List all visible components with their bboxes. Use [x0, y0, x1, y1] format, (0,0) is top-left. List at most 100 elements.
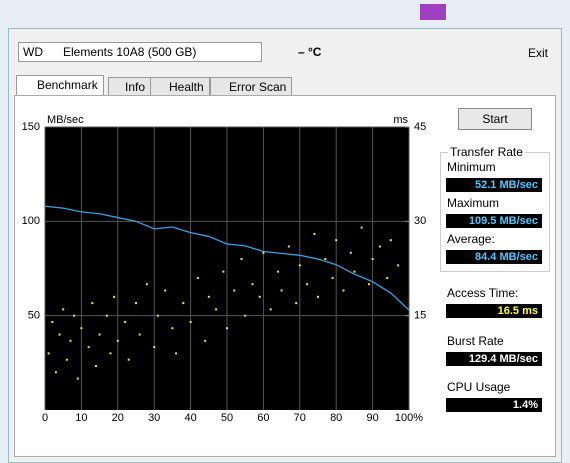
access-point	[306, 283, 309, 286]
x-tick-label: 10	[75, 412, 87, 424]
access-point	[153, 346, 156, 349]
access-point	[335, 239, 338, 242]
access-point	[349, 251, 352, 254]
access-point	[233, 289, 236, 292]
access-point	[124, 320, 127, 323]
access-point	[258, 295, 261, 298]
access-point	[269, 308, 272, 311]
access-point	[204, 339, 207, 342]
y-tick-label: 50	[28, 310, 40, 322]
y2-tick-label: 30	[414, 215, 426, 227]
value-box: 84.4 MB/sec	[446, 250, 542, 264]
access-point	[371, 258, 374, 261]
access-point	[397, 264, 400, 267]
access-point	[226, 327, 228, 330]
access-point	[207, 295, 210, 298]
x-tick-label: 20	[112, 412, 124, 424]
access-point	[331, 276, 334, 279]
x-tick-label: 80	[330, 412, 342, 424]
y2-tick-label: 45	[414, 121, 426, 133]
access-point	[69, 339, 72, 342]
access-point	[164, 289, 167, 292]
access-point	[80, 327, 83, 330]
tab[interactable]: Info	[108, 77, 152, 96]
icon[interactable]	[420, 4, 446, 20]
temperature: – °C	[298, 45, 322, 59]
access-point	[298, 264, 301, 267]
access-point	[295, 302, 298, 305]
access-point	[367, 283, 370, 286]
access-point	[76, 377, 79, 380]
start-button[interactable]: Start	[458, 108, 532, 130]
access-point	[215, 308, 218, 311]
access-point	[262, 251, 265, 254]
access-point	[47, 352, 50, 355]
access-point	[145, 283, 148, 286]
access-point	[244, 314, 247, 317]
access-point	[240, 258, 243, 261]
value-box: 16.5 ms	[446, 304, 542, 318]
access-point	[105, 314, 108, 317]
drive-select[interactable]: WD Elements 10A8 (500 GB)	[18, 42, 262, 62]
exit-button[interactable]: Exit	[528, 46, 549, 60]
access-point	[87, 346, 90, 349]
access-point	[109, 352, 112, 355]
label: Access Time:	[447, 286, 519, 300]
access-point	[378, 245, 381, 248]
access-point	[65, 358, 68, 361]
tab[interactable]: Health	[150, 77, 210, 96]
access-point	[113, 295, 116, 298]
access-point	[317, 295, 319, 298]
access-point	[313, 232, 316, 235]
x-tick-label: 70	[294, 412, 306, 424]
y2-tick-label: 15	[414, 310, 426, 322]
access-point	[342, 289, 345, 292]
access-point	[222, 270, 225, 273]
access-point	[62, 308, 65, 311]
access-point	[58, 333, 61, 336]
access-point	[91, 302, 94, 305]
access-point	[116, 339, 119, 342]
access-point	[94, 364, 97, 367]
access-point	[360, 226, 363, 229]
access-point	[175, 352, 178, 355]
access-point	[189, 320, 192, 323]
label: Burst Rate	[447, 334, 504, 348]
access-point	[386, 276, 389, 279]
access-point	[171, 327, 174, 330]
x-tick-label: 40	[184, 412, 196, 424]
value-box: 52.1 MB/sec	[446, 178, 542, 192]
access-point	[276, 270, 279, 273]
access-point	[287, 245, 290, 248]
x-tick-label: 30	[148, 412, 160, 424]
access-point	[251, 283, 254, 286]
y-axis-label: MB/sec	[47, 114, 84, 126]
access-point	[138, 333, 141, 336]
access-point	[196, 276, 199, 279]
access-point	[127, 358, 130, 361]
label: Maximum	[447, 196, 500, 210]
access-point	[389, 239, 392, 242]
group-title: Transfer Rate	[448, 145, 525, 159]
access-point	[51, 320, 54, 323]
access-point	[54, 371, 57, 374]
x-tick-label: 90	[366, 412, 378, 424]
x-tick-label: 0	[42, 412, 48, 424]
label: Minimum	[447, 160, 496, 174]
tab[interactable]: Benchmark	[16, 75, 104, 96]
y-tick-label: 150	[22, 121, 40, 133]
x-tick-label: 60	[257, 412, 269, 424]
access-point	[98, 333, 101, 336]
access-point	[324, 258, 327, 261]
value-box: 1.4%	[446, 398, 542, 412]
tab[interactable]: Error Scan	[210, 77, 293, 96]
access-point	[135, 302, 137, 305]
y-tick-label: 100	[22, 215, 40, 227]
value-box: 109.5 MB/sec	[446, 214, 542, 228]
transfer-line	[44, 205, 410, 311]
x-tick-label: 50	[221, 412, 233, 424]
x-tick-label: 100%	[395, 412, 423, 424]
label: CPU Usage	[447, 380, 511, 394]
